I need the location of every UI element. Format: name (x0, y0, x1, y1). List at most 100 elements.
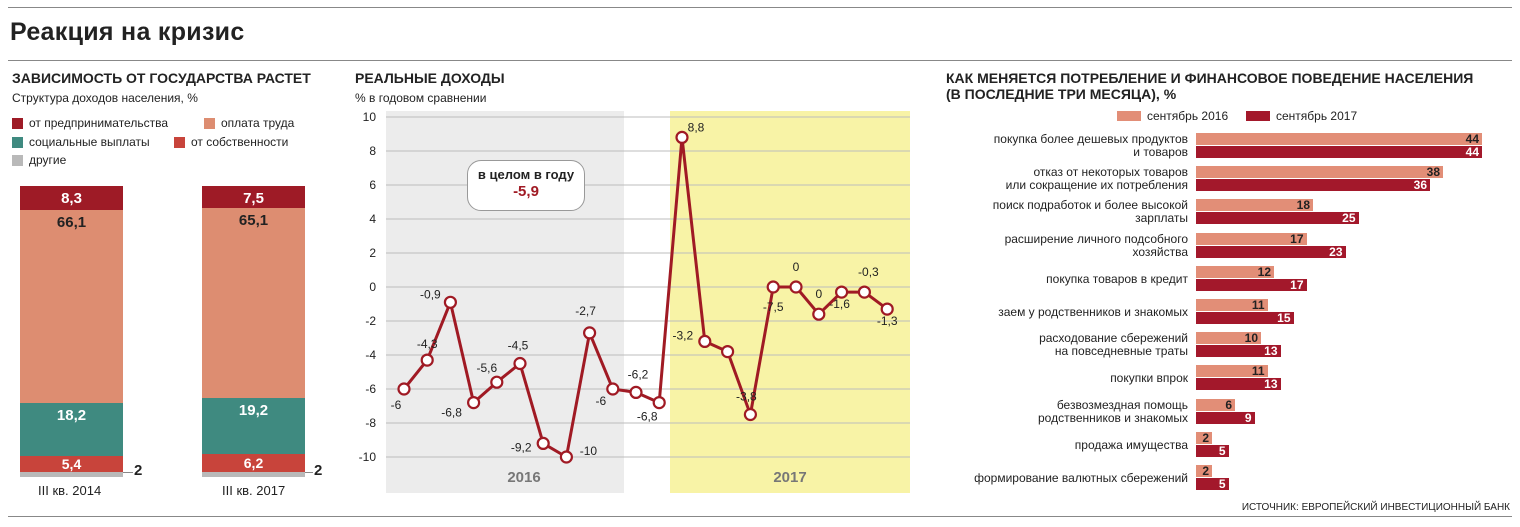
y-tick-label: -2 (365, 314, 376, 328)
middle-panel-subtitle: % в годовом сравнении (355, 91, 487, 105)
left-panel-title: ЗАВИСИМОСТЬ ОТ ГОСУДАРСТВА РАСТЕТ (12, 70, 311, 86)
data-label: -1,3 (877, 314, 898, 328)
real-income-line-chart: 10 8 6 4 2 0 -2 -4 -6 -8 -10 2016 2017 -6 -4,3 -0,9 -6,8… (359, 110, 910, 493)
page-title: Реакция на кризис (10, 18, 245, 46)
annual-callout: в целом в году -5,9 (467, 160, 585, 211)
data-label: -10 (580, 444, 598, 458)
y-tick-label: -6 (365, 382, 376, 396)
data-label: -5,6 (476, 361, 497, 375)
legend-swatch-sep-2016 (1117, 111, 1141, 121)
bg-2017 (670, 111, 910, 493)
category-label-line: зарплаты (1135, 211, 1188, 226)
other-value-2014: 2 (134, 462, 143, 479)
left-panel-subtitle: Структура доходов населения, % (12, 91, 198, 105)
other-leader-2014 (123, 472, 133, 473)
bar-sep-2016: 11 (1196, 298, 1268, 312)
data-point (766, 280, 780, 294)
bar-sep-2016: 2 (1196, 464, 1212, 478)
data-label: -7,5 (763, 300, 784, 314)
category-label: покупка товаров в кредит (1046, 272, 1188, 286)
bar-sep-2016: 17 (1196, 232, 1307, 246)
category-label: расходование сбережений на повседневные т… (1039, 332, 1188, 358)
y-tick-label: 6 (369, 178, 376, 192)
data-point (490, 375, 504, 389)
category-label-line: поиск подработок и более высокой (992, 198, 1188, 213)
bar-sep-2017: 5 (1196, 444, 1229, 458)
segment-wages-2014: 66,1 (20, 210, 123, 403)
data-point (443, 295, 458, 309)
category-label-line: или сокращение их потребления (1005, 178, 1188, 193)
legend-label-social: социальные выплаты (29, 135, 150, 149)
data-point (606, 382, 620, 396)
bar-sep-2017: 25 (1196, 211, 1359, 225)
segment-social-2014: 18,2 (20, 403, 123, 456)
bar-sep-2017: 15 (1196, 311, 1294, 325)
segment-wages-2017: 65,1 (202, 208, 305, 398)
data-label: -0,9 (420, 287, 441, 301)
data-label: -0,3 (858, 265, 879, 279)
category-label-line: родственников и знакомых (1038, 410, 1188, 425)
category-label: отказ от некоторых товаров или сокращение… (1006, 166, 1188, 192)
income-series-line (402, 135, 889, 459)
bar-sep-2017: 36 (1196, 178, 1430, 192)
data-point (583, 326, 597, 340)
bar-sep-2016: 44 (1196, 132, 1482, 146)
data-label: -3,8 (736, 390, 757, 404)
data-label: -6 (391, 398, 402, 412)
data-point (743, 407, 757, 422)
legend-label-sep-2016: сентябрь 2016 (1147, 109, 1229, 123)
legend-label-entrepreneur: от предпринимательства (29, 116, 168, 130)
data-label: -4,3 (417, 337, 438, 351)
category-label: покупки впрок (1110, 372, 1188, 385)
data-label: -9,2 (511, 440, 532, 454)
title-rule (8, 60, 1512, 61)
legend-swatch-sep-2017 (1246, 111, 1270, 121)
bar-caption-2017: III кв. 2017 (222, 483, 286, 498)
category-label: покупка более дешевых продуктов и товаров (994, 133, 1188, 159)
y-tick-label: 4 (369, 212, 376, 226)
bar-sep-2017: 13 (1196, 344, 1281, 358)
annual-callout-value: -5,9 (513, 183, 539, 200)
right-panel-title-line1: КАК МЕНЯЕТСЯ ПОТРЕБЛЕНИЕ И ФИНАНСОВОЕ ПО… (946, 70, 1474, 86)
category-label-line: отказ от некоторых товаров (1033, 165, 1188, 180)
data-label: -6,2 (628, 367, 649, 381)
category-label-line: безвозмездная помощь (1056, 397, 1188, 412)
category-label-line: покупки впрок (1110, 371, 1188, 386)
category-label-line: покупка более дешевых продуктов (993, 132, 1188, 146)
data-point (513, 356, 527, 371)
segment-other-2017 (202, 472, 305, 477)
data-point (721, 345, 735, 359)
bar-sep-2016: 38 (1196, 165, 1443, 179)
bar-sep-2016: 12 (1196, 265, 1274, 279)
y-tick-label: -10 (359, 450, 377, 464)
data-point (420, 353, 434, 367)
data-label: -2,7 (575, 304, 596, 318)
segment-social-2017: 19,2 (202, 398, 305, 454)
legend-social: социальные выплаты (12, 135, 150, 149)
bar-sep-2016: 18 (1196, 198, 1313, 212)
other-value-2017: 2 (314, 462, 323, 479)
category-label-line: формирование валютных сбережений (974, 471, 1188, 485)
category-label-line: и товаров (1133, 145, 1188, 159)
data-point (698, 334, 712, 348)
segment-entrepreneur-2017: 7,5 (202, 186, 305, 208)
segment-other-2014 (20, 472, 123, 477)
stacked-bar-2014: 8,3 66,1 18,2 5,4 (20, 186, 123, 477)
legend-entrepreneur: от предпринимательства (12, 116, 168, 130)
data-point (857, 285, 872, 299)
category-label-line: расходование сбережений (1039, 331, 1188, 346)
data-point (652, 396, 666, 410)
y-tick-label: 2 (369, 246, 376, 260)
legend-swatch-other (12, 154, 23, 166)
data-point (789, 280, 803, 294)
data-point (880, 302, 894, 316)
legend-swatch-wages (204, 117, 215, 129)
category-label-line: заем у родственников и знакомых (998, 305, 1188, 319)
data-label: 0 (793, 260, 800, 274)
data-label: -6,8 (441, 406, 462, 420)
data-label: -3,2 (672, 328, 693, 342)
category-label: безвозмездная помощь родственников и знак… (1038, 397, 1188, 425)
category-label: заем у родственников и знакомых (998, 306, 1188, 319)
legend-swatch-property (174, 136, 185, 148)
bar-sep-2017: 44 (1196, 145, 1482, 159)
